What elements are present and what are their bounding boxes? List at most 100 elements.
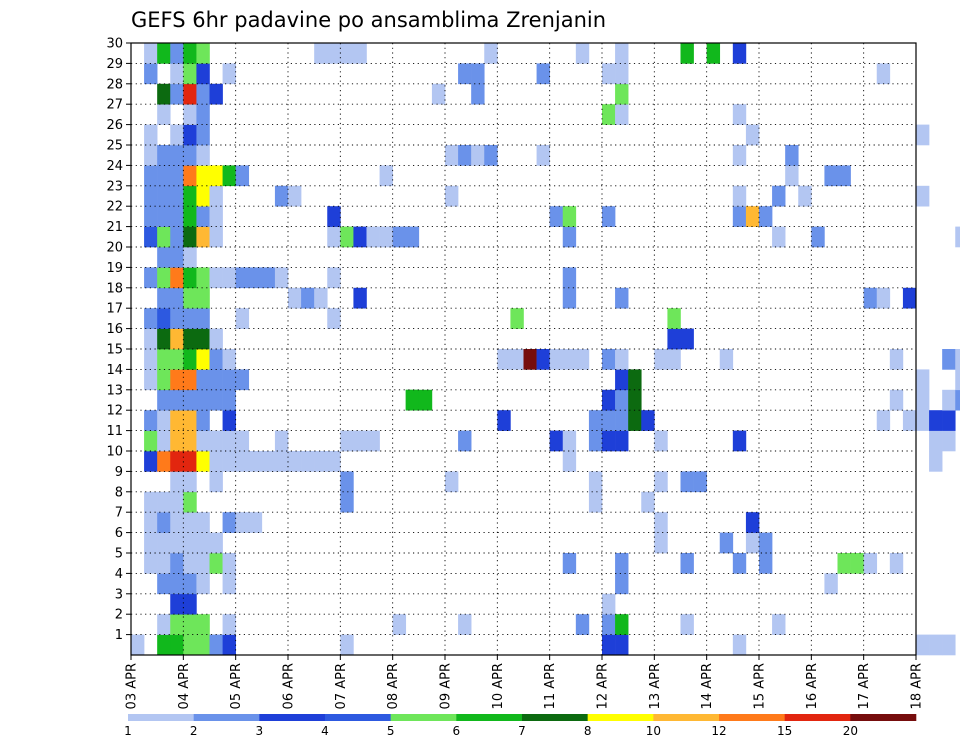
y-tick-label: 17: [106, 302, 123, 317]
heatmap-cell: [955, 226, 960, 248]
y-tick-label: 12: [106, 404, 123, 419]
colorbar-label: 2: [190, 724, 198, 738]
heatmap-cell: [274, 430, 289, 452]
heatmap-cell: [170, 43, 184, 64]
heatmap-cell: [523, 349, 537, 370]
heatmap-cell: [157, 83, 171, 105]
heatmap-cell: [889, 553, 904, 574]
heatmap-cell: [170, 145, 184, 166]
colorbar-label: 10: [646, 724, 661, 738]
heatmap-cell: [131, 634, 145, 656]
heatmap-cell: [536, 145, 550, 166]
heatmap-cell: [458, 430, 472, 452]
heatmap-cell: [824, 165, 838, 187]
y-tick-label: 5: [115, 547, 123, 562]
heatmap-cell: [340, 471, 354, 493]
x-tick-label: 18 APR: [910, 663, 925, 709]
y-tick-label: 14: [106, 363, 123, 378]
heatmap-cell: [222, 349, 236, 370]
heatmap-cell: [144, 124, 158, 146]
heatmap-cell: [680, 614, 694, 635]
heatmap-cell: [732, 430, 747, 452]
heatmap-cell: [615, 349, 629, 370]
heatmap-cell: [680, 471, 694, 493]
heatmap-cell: [562, 553, 577, 574]
heatmap-cell: [170, 614, 184, 635]
colorbar-swatch: [128, 714, 194, 721]
heatmap-cell: [170, 410, 184, 431]
heatmap-cell: [405, 226, 420, 248]
heatmap-cell: [196, 634, 210, 656]
heatmap-cell: [209, 83, 223, 105]
heatmap-cell: [772, 226, 786, 248]
heatmap-cell: [288, 451, 302, 472]
y-tick-label: 6: [115, 526, 123, 541]
heatmap-cell: [745, 532, 760, 554]
heatmap-cell: [157, 430, 171, 452]
x-axis: 03 APR 04 APR 05 APR 06 APR 07 APR 08 APR 09 A…: [125, 655, 925, 709]
heatmap-cell: [902, 410, 917, 431]
y-tick-label: 3: [115, 587, 123, 602]
heatmap-cell: [615, 410, 629, 431]
heatmap-cells: [131, 43, 960, 656]
colorbar-swatch: [390, 714, 457, 721]
heatmap-cell: [549, 430, 564, 452]
heatmap-cell: [641, 491, 655, 513]
colorbar: 1 2 3 4 5 6 7 8 10 12 15 20: [124, 714, 917, 738]
heatmap-cell: [222, 451, 236, 472]
heatmap-cell: [719, 532, 734, 554]
heatmap-cell: [588, 491, 603, 513]
heatmap-cell: [196, 389, 210, 411]
heatmap-cell: [144, 185, 158, 207]
heatmap-cell: [942, 634, 956, 656]
heatmap-cell: [274, 267, 289, 289]
heatmap-cell: [615, 369, 629, 391]
heatmap-cell: [497, 410, 511, 431]
heatmap-cell: [340, 226, 354, 248]
y-tick-label: 27: [106, 98, 123, 113]
x-tick-label: 12 APR: [596, 663, 611, 709]
heatmap-cell: [327, 267, 341, 289]
heatmap-cell: [366, 226, 380, 248]
heatmap-cell: [837, 165, 851, 187]
heatmap-cell: [680, 43, 694, 64]
heatmap-cell: [144, 43, 158, 64]
heatmap-cell: [209, 206, 223, 227]
heatmap-cell: [196, 83, 210, 105]
heatmap-cell: [183, 63, 197, 85]
heatmap-cell: [654, 512, 668, 533]
heatmap-cell: [929, 634, 943, 656]
heatmap-cell: [183, 308, 197, 329]
y-tick-label: 20: [106, 241, 123, 256]
heatmap-cell: [772, 185, 786, 207]
heatmap-cell: [209, 634, 223, 656]
heatmap-cell: [235, 369, 250, 391]
heatmap-cell: [327, 308, 341, 329]
heatmap-cell: [916, 124, 930, 146]
heatmap-cell: [615, 573, 629, 595]
heatmap-cell: [602, 410, 616, 431]
y-tick-label: 21: [106, 220, 123, 235]
heatmap-cell: [353, 287, 367, 309]
heatmap-cell: [732, 185, 747, 207]
heatmap-cell: [222, 614, 236, 635]
colorbar-swatch: [587, 714, 654, 721]
heatmap-cell: [196, 165, 210, 187]
heatmap-cell: [183, 349, 197, 370]
heatmap-cell: [196, 226, 210, 248]
heatmap-cell: [222, 369, 236, 391]
y-tick-label: 28: [106, 77, 123, 92]
y-tick-label: 8: [115, 485, 123, 500]
heatmap-cell: [209, 267, 223, 289]
heatmap-cell: [301, 451, 315, 472]
heatmap-cell: [170, 553, 184, 574]
heatmap-cell: [955, 369, 960, 391]
heatmap-cell: [602, 430, 616, 452]
heatmap-cell: [183, 247, 197, 268]
heatmap-cell: [196, 349, 210, 370]
heatmap-cell: [929, 410, 943, 431]
heatmap-cell: [157, 573, 171, 595]
heatmap-cell: [209, 369, 223, 391]
heatmap-cell: [144, 206, 158, 227]
heatmap-cell: [170, 247, 184, 268]
